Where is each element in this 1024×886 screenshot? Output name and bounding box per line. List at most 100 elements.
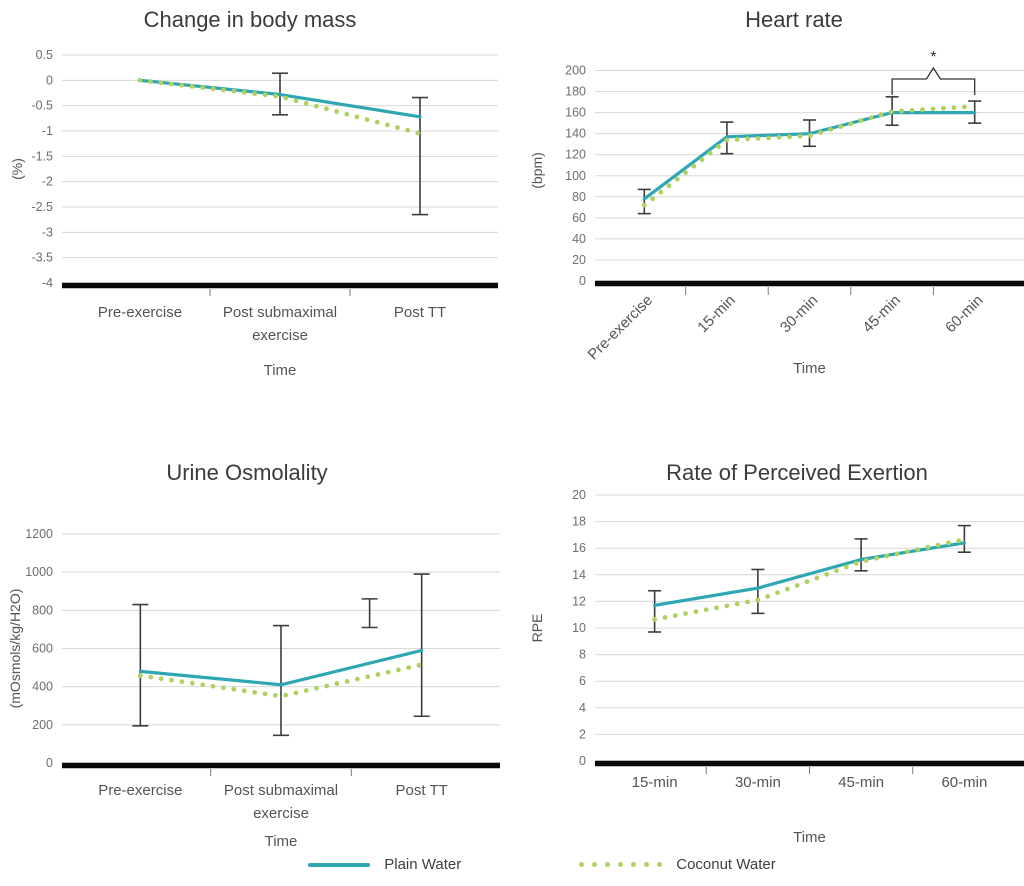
chart-heart-rate: 0 20 40 60 80 100 120 140 160 180 200 Pre-exercise 1… <box>529 7 1024 377</box>
series-coconut-water <box>652 538 962 622</box>
svg-text:14: 14 <box>572 568 586 582</box>
svg-text:100: 100 <box>565 169 586 183</box>
svg-text:20: 20 <box>572 488 586 502</box>
svg-text:120: 120 <box>565 148 586 162</box>
x-axis-label: Time <box>793 360 826 377</box>
error-bars <box>132 573 430 737</box>
svg-text:12: 12 <box>572 594 586 608</box>
svg-text:6: 6 <box>579 674 586 688</box>
x-axis-ticks <box>685 287 934 295</box>
svg-text:600: 600 <box>32 642 53 656</box>
x-axis-ticks <box>705 767 914 774</box>
svg-text:0: 0 <box>579 274 586 288</box>
x-category-labels: Pre-exercise 15-min 30-min 45-min 60-min <box>585 292 987 364</box>
svg-text:400: 400 <box>32 680 53 694</box>
series-plain-water <box>653 541 966 607</box>
series-plain-water <box>138 648 424 687</box>
series-coconut-water <box>641 104 967 208</box>
chart-title: Urine Osmolality <box>166 460 327 485</box>
svg-text:-1.5: -1.5 <box>31 149 53 163</box>
svg-text:-4: -4 <box>42 276 53 290</box>
chart-title: Rate of Perceived Exertion <box>666 460 928 485</box>
error-bars <box>272 72 428 216</box>
y-axis-label: (%) <box>9 158 25 180</box>
coconut-water-dots-swatch <box>579 862 663 867</box>
svg-text:15-min: 15-min <box>632 774 678 791</box>
svg-text:16: 16 <box>572 541 586 555</box>
legend-item-coconut-water: Coconut Water <box>579 856 776 873</box>
svg-text:60-min: 60-min <box>942 292 986 336</box>
x-axis-ticks <box>210 769 352 776</box>
svg-text:Pre-exercise: Pre-exercise <box>98 782 182 799</box>
plain-water-line-swatch <box>308 862 371 867</box>
panel-heart-rate: 0 20 40 60 80 100 120 140 160 180 200 Pre-exercise 1… <box>500 0 1024 440</box>
svg-text:0: 0 <box>579 754 586 768</box>
svg-text:140: 140 <box>565 127 586 141</box>
svg-text:Post submaximal: Post submaximal <box>224 782 338 799</box>
legend-label-plain-water: Plain Water <box>384 856 462 873</box>
x-axis-ticks <box>209 289 351 296</box>
svg-text:Post TT: Post TT <box>394 304 446 321</box>
svg-text:4: 4 <box>579 701 586 715</box>
figure-legend: Plain Water Coconut Water <box>0 856 1024 873</box>
x-axis-label: Time <box>793 829 826 846</box>
svg-text:exercise: exercise <box>252 327 308 344</box>
svg-text:45-min: 45-min <box>859 292 903 336</box>
svg-text:8: 8 <box>579 648 586 662</box>
gridlines <box>595 70 1024 282</box>
y-tick-labels: 0 200 400 600 800 1000 1200 <box>25 527 53 770</box>
x-category-labels: Pre-exercise Post submaximal exercise Post … <box>98 304 446 344</box>
svg-text:15-min: 15-min <box>694 292 738 336</box>
svg-text:0: 0 <box>46 756 53 770</box>
x-category-labels: 15-min 30-min 45-min 60-min <box>632 774 988 791</box>
svg-text:Post TT: Post TT <box>396 782 448 799</box>
svg-text:180: 180 <box>565 85 586 99</box>
chart-urine-osmolality: 0 200 400 600 800 1000 1200 Pre-exercise Post su… <box>7 460 500 850</box>
x-category-labels: Pre-exercise Post submaximal exercise Post … <box>98 782 448 822</box>
svg-text:-3.5: -3.5 <box>31 251 53 265</box>
svg-text:2: 2 <box>579 727 586 741</box>
svg-text:18: 18 <box>572 515 586 529</box>
series-coconut-water <box>137 662 422 698</box>
svg-text:200: 200 <box>32 718 53 732</box>
panel-urine-osmolality: 0 200 400 600 800 1000 1200 Pre-exercise Post su… <box>0 440 500 886</box>
y-axis-label: RPE <box>529 614 545 643</box>
svg-text:0.5: 0.5 <box>36 48 53 62</box>
svg-text:1200: 1200 <box>25 527 53 541</box>
svg-text:45-min: 45-min <box>838 774 884 791</box>
svg-text:1000: 1000 <box>25 565 53 579</box>
significance-bracket <box>891 66 976 95</box>
legend-label-coconut-water: Coconut Water <box>676 856 776 873</box>
chart-change-in-body-mass: 0.5 0 -0.5 -1 -1.5 -2 -2.5 -3 -3.5 -4 Pre-exercise… <box>9 7 498 379</box>
svg-text:Pre-exercise: Pre-exercise <box>98 304 182 321</box>
svg-text:10: 10 <box>572 621 586 635</box>
svg-text:0: 0 <box>46 73 53 87</box>
y-tick-labels: 0 20 40 60 80 100 120 140 160 180 200 <box>565 64 586 288</box>
chart-rate-of-perceived-exertion: 0 2 4 6 8 10 12 14 16 18 20 15-min 30-min 45-min 60-mi… <box>529 460 1024 846</box>
y-axis-label: (bpm) <box>529 152 545 189</box>
svg-text:Pre-exercise: Pre-exercise <box>585 292 657 364</box>
series-plain-water <box>138 78 422 119</box>
svg-text:80: 80 <box>572 190 586 204</box>
error-bars <box>637 96 982 215</box>
svg-text:20: 20 <box>572 253 586 267</box>
y-tick-labels: 0 2 4 6 8 10 12 14 16 18 20 <box>572 488 586 768</box>
svg-text:exercise: exercise <box>253 805 309 822</box>
svg-text:60-min: 60-min <box>941 774 987 791</box>
svg-text:-3: -3 <box>42 225 53 239</box>
svg-text:-0.5: -0.5 <box>31 99 53 113</box>
svg-text:160: 160 <box>565 106 586 120</box>
svg-text:30-min: 30-min <box>735 774 781 791</box>
svg-text:800: 800 <box>32 603 53 617</box>
series-coconut-water <box>137 77 421 136</box>
y-axis-label: (mOsmols/kg/H2O) <box>7 589 23 709</box>
significance-asterisk: * <box>930 49 936 66</box>
svg-text:-2.5: -2.5 <box>31 200 53 214</box>
svg-text:200: 200 <box>565 64 586 78</box>
gridlines <box>595 494 1024 762</box>
svg-text:60: 60 <box>572 211 586 225</box>
panel-rate-of-perceived-exertion: 0 2 4 6 8 10 12 14 16 18 20 15-min 30-min 45-min 60-mi… <box>500 440 1024 886</box>
x-axis-label: Time <box>265 833 298 850</box>
panel-change-in-body-mass: 0.5 0 -0.5 -1 -1.5 -2 -2.5 -3 -3.5 -4 Pre-exercise… <box>0 0 500 440</box>
